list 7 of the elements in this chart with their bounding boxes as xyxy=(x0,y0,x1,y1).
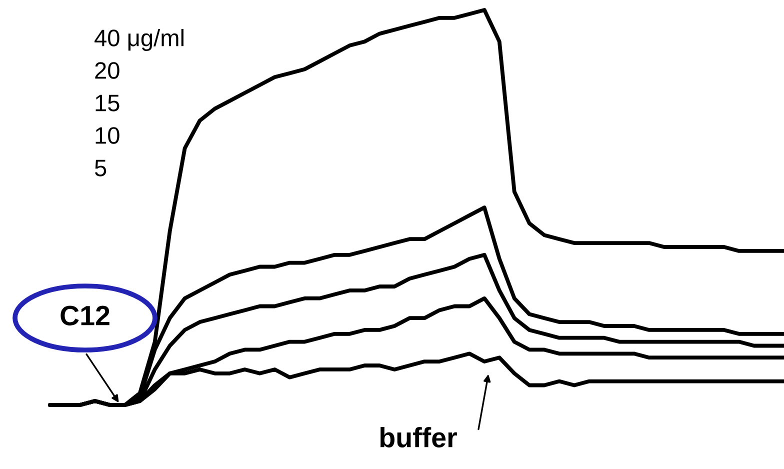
annotation: 5 xyxy=(94,160,106,176)
text: buffer xyxy=(380,427,457,448)
annotation: C12 xyxy=(60,306,110,326)
annotation: 15 xyxy=(96,94,120,112)
annotation: 20 xyxy=(95,62,120,79)
annotation: 10 xyxy=(96,127,120,144)
annotation: 40 μg/ml xyxy=(94,28,184,52)
